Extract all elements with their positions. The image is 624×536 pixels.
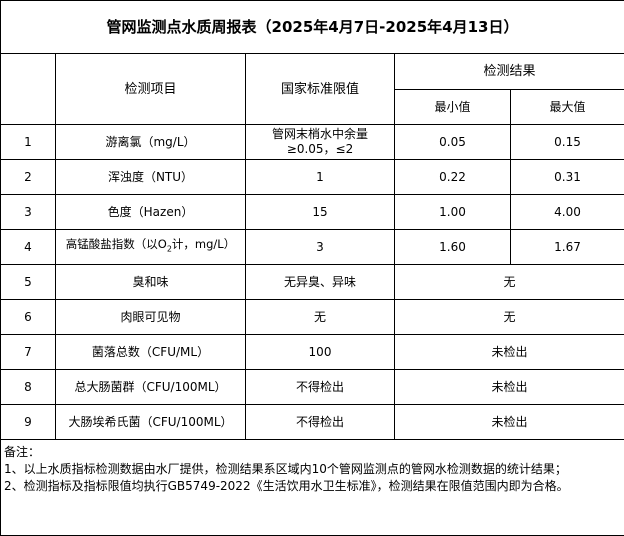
row-no: 7: [1, 335, 56, 370]
row-item: 臭和味: [56, 265, 246, 300]
row-standard: 管网末梢水中余量≥0.05，≤2: [246, 125, 395, 160]
row-standard: 100: [246, 335, 395, 370]
row-no: 4: [1, 230, 56, 265]
table-row: 7 菌落总数（CFU/ML） 100 未检出: [1, 335, 624, 370]
header-max: 最大值: [511, 90, 624, 125]
table-row: 8 总大肠菌群（CFU/100ML） 不得检出 未检出: [1, 370, 624, 405]
notes-line-2: 2、检测指标及指标限值均执行GB5749-2022《生活饮用水卫生标准》，检测结…: [4, 478, 621, 495]
header-standard: 国家标准限值: [246, 54, 395, 125]
row-standard: 3: [246, 230, 395, 265]
row-no: 8: [1, 370, 56, 405]
header-item: 检测项目: [56, 54, 246, 125]
row-no: 6: [1, 300, 56, 335]
row-no: 9: [1, 405, 56, 440]
row-result: 未检出: [395, 335, 624, 370]
row-item: 总大肠菌群（CFU/100ML）: [56, 370, 246, 405]
header-result: 检测结果: [395, 54, 624, 90]
table-row: 5 臭和味 无异臭、异味 无: [1, 265, 624, 300]
row-max: 0.31: [511, 160, 624, 195]
item-prefix: 高锰酸盐指数（以O: [66, 237, 167, 251]
row-no: 1: [1, 125, 56, 160]
table-row: 4 高锰酸盐指数（以O2计，mg/L） 3 1.60 1.67: [1, 230, 624, 265]
table-row: 6 肉眼可见物 无 无: [1, 300, 624, 335]
row-max: 1.67: [511, 230, 624, 265]
row-result: 无: [395, 300, 624, 335]
row-no: 5: [1, 265, 56, 300]
row-no: 2: [1, 160, 56, 195]
row-result: 未检出: [395, 370, 624, 405]
row-standard: 不得检出: [246, 370, 395, 405]
row-item: 高锰酸盐指数（以O2计，mg/L）: [56, 230, 246, 265]
row-standard: 不得检出: [246, 405, 395, 440]
table-row: 9 大肠埃希氏菌（CFU/100ML） 不得检出 未检出: [1, 405, 624, 440]
row-item: 大肠埃希氏菌（CFU/100ML）: [56, 405, 246, 440]
row-max: 4.00: [511, 195, 624, 230]
report-title: 管网监测点水质周报表（2025年4月7日-2025年4月13日）: [1, 1, 624, 54]
notes: 备注： 1、以上水质指标检测数据由水厂提供，检测结果系区域内10个管网监测点的管…: [1, 440, 624, 536]
row-item: 游离氯（mg/L）: [56, 125, 246, 160]
header-no: [1, 54, 56, 125]
row-item: 浑浊度（NTU）: [56, 160, 246, 195]
table-row: 1 游离氯（mg/L） 管网末梢水中余量≥0.05，≤2 0.05 0.15: [1, 125, 624, 160]
table-row: 3 色度（Hazen） 15 1.00 4.00: [1, 195, 624, 230]
table-row: 2 浑浊度（NTU） 1 0.22 0.31: [1, 160, 624, 195]
row-min: 1.00: [395, 195, 511, 230]
row-standard: 15: [246, 195, 395, 230]
row-min: 0.22: [395, 160, 511, 195]
row-no: 3: [1, 195, 56, 230]
row-min: 0.05: [395, 125, 511, 160]
notes-line-1: 1、以上水质指标检测数据由水厂提供，检测结果系区域内10个管网监测点的管网水检测…: [4, 461, 621, 478]
notes-label: 备注：: [4, 444, 621, 461]
item-suffix: 计，mg/L）: [172, 237, 235, 251]
row-item: 肉眼可见物: [56, 300, 246, 335]
row-result: 未检出: [395, 405, 624, 440]
header-min: 最小值: [395, 90, 511, 125]
row-result: 无: [395, 265, 624, 300]
row-standard: 无异臭、异味: [246, 265, 395, 300]
row-standard: 1: [246, 160, 395, 195]
row-item: 菌落总数（CFU/ML）: [56, 335, 246, 370]
row-max: 0.15: [511, 125, 624, 160]
row-item: 色度（Hazen）: [56, 195, 246, 230]
row-standard: 无: [246, 300, 395, 335]
row-min: 1.60: [395, 230, 511, 265]
